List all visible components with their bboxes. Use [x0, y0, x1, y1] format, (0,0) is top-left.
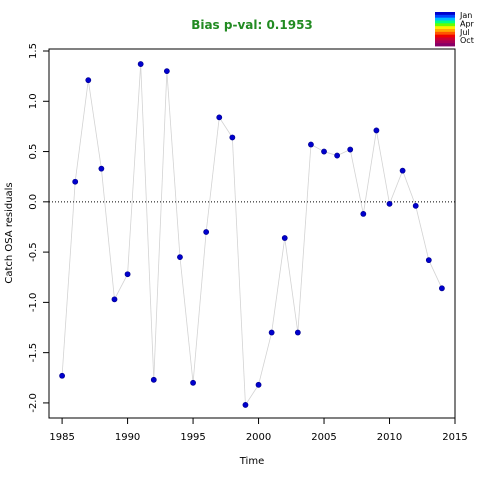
data-point	[85, 77, 92, 84]
x-tick-label: 1990	[115, 432, 140, 443]
series-segment	[297, 144, 312, 333]
data-point	[177, 254, 183, 261]
x-axis: 1985 1990 1995 2000 2005 2010 2015	[49, 418, 468, 443]
data-point	[242, 402, 249, 408]
data-point	[439, 285, 445, 292]
series-segment	[74, 80, 89, 182]
series-segment	[362, 130, 377, 214]
series-segment	[87, 80, 102, 169]
x-tick-label: 1995	[180, 432, 205, 443]
legend-color-band	[435, 17, 455, 21]
y-tick-label: 1.0	[28, 93, 39, 109]
series-segment	[284, 237, 299, 333]
y-tick-label: 1.5	[28, 43, 39, 59]
data-point	[373, 127, 380, 134]
y-tick-label: -0.5	[28, 242, 39, 262]
data-point	[59, 372, 65, 379]
y-axis: -2.0 -1.5 -1.0 -0.5 0.0 0.5 1.0 1.5	[28, 43, 49, 413]
series-segment	[179, 257, 194, 383]
legend-color-band	[435, 31, 455, 36]
x-tick-label: 2010	[377, 432, 402, 443]
series-segment	[389, 170, 403, 204]
legend-label: Jul	[459, 28, 470, 37]
data-point	[255, 381, 262, 388]
data-point	[360, 210, 367, 217]
series-segment	[114, 274, 128, 300]
legend-color-band	[435, 14, 455, 19]
data-point	[386, 200, 393, 207]
series-segment	[192, 231, 207, 383]
series-segment	[166, 71, 181, 258]
data-point	[347, 146, 354, 153]
data-point	[72, 178, 79, 185]
series-segment	[127, 64, 142, 275]
data-point	[163, 68, 170, 75]
data-point	[294, 329, 301, 336]
data-point	[308, 141, 314, 148]
series-segment	[402, 170, 417, 206]
legend-label: Apr	[460, 19, 475, 28]
data-point	[229, 134, 236, 141]
data-point	[425, 257, 432, 264]
residual-series-line	[61, 64, 443, 406]
y-tick-label: 0.5	[28, 144, 39, 160]
y-tick-label: 0.0	[28, 194, 39, 210]
legend-color-band	[435, 29, 455, 33]
legend-color-band	[435, 26, 455, 30]
data-point	[137, 61, 144, 67]
series-segment	[271, 237, 286, 333]
legend-color-band	[435, 40, 455, 44]
y-tick-label: -1.0	[28, 293, 39, 313]
data-point	[124, 271, 131, 278]
legend-label: Jan	[459, 11, 472, 20]
data-point	[150, 376, 157, 383]
chart-title: Bias p-val: 0.1953	[191, 18, 313, 32]
data-point	[281, 235, 288, 241]
data-point	[216, 114, 223, 121]
legend-color-band	[435, 12, 455, 16]
plot-frame	[48, 48, 456, 419]
y-tick-label: -2.0	[28, 393, 39, 413]
series-segment	[376, 130, 390, 204]
data-point	[399, 167, 406, 174]
series-segment	[205, 117, 220, 233]
data-point	[334, 152, 341, 159]
x-tick-label: 2015	[442, 432, 467, 443]
series-segment	[140, 64, 155, 380]
series-segment	[153, 71, 168, 380]
series-segment	[415, 205, 430, 261]
data-point	[268, 329, 275, 336]
x-axis-title: Time	[239, 456, 264, 467]
legend-label: Oct	[460, 36, 474, 45]
data-point	[98, 165, 105, 172]
series-segment	[61, 181, 76, 376]
data-point	[190, 379, 196, 386]
series-segment	[218, 117, 233, 138]
x-tick-label: 2005	[311, 432, 336, 443]
series-segment	[349, 149, 364, 214]
data-point	[412, 202, 419, 209]
series-segment	[258, 332, 273, 385]
data-point	[321, 148, 327, 155]
legend-color-band	[435, 37, 455, 41]
y-tick-label: -1.5	[28, 343, 39, 363]
legend-color-band	[435, 34, 455, 38]
series-segment	[428, 259, 443, 289]
data-point	[111, 296, 118, 303]
series-segment	[245, 384, 259, 406]
series-segment	[231, 137, 246, 405]
legend-color-band	[435, 43, 455, 47]
series-segment	[100, 168, 115, 300]
legend-color-band	[435, 23, 455, 27]
legend-color-band	[435, 20, 455, 24]
y-axis-title: Catch OSA residuals	[4, 182, 15, 283]
data-point	[203, 229, 210, 235]
residual-points	[59, 61, 445, 408]
x-tick-label: 1985	[49, 432, 74, 443]
x-tick-label: 2000	[246, 432, 271, 443]
